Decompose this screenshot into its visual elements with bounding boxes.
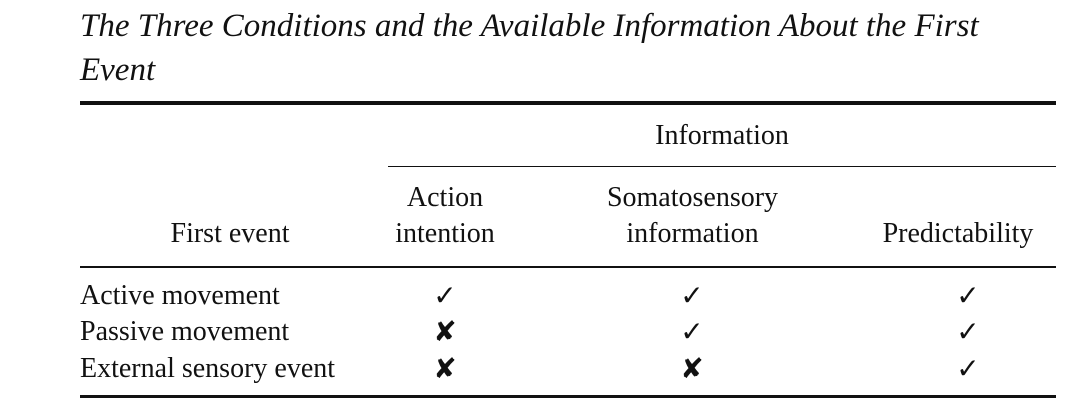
column-header-action-line-2: intention — [395, 218, 495, 249]
top-rule — [80, 101, 1056, 105]
check-icon: ✓ — [680, 315, 704, 348]
group-rule — [388, 166, 1056, 167]
check-icon: ✓ — [956, 315, 980, 348]
cross-icon: ✘ — [433, 315, 457, 348]
column-header-first-event: First event — [170, 218, 290, 249]
check-icon: ✓ — [433, 279, 457, 312]
mid-rule — [80, 266, 1056, 268]
check-icon: ✓ — [956, 279, 980, 312]
row-label-external-sensory-event: External sensory event — [80, 353, 336, 384]
column-header-predictability: Predictability — [882, 218, 1034, 249]
bottom-rule — [80, 395, 1056, 398]
check-icon: ✓ — [956, 352, 980, 385]
cross-icon: ✘ — [433, 352, 457, 385]
column-header-soma-line-2: information — [626, 218, 759, 249]
row-label-passive-movement: Passive movement — [80, 316, 290, 347]
caption-line-2: Event — [80, 52, 156, 88]
row-label-active-movement: Active movement — [80, 280, 280, 311]
information-group-header: Information — [655, 120, 789, 151]
table-row: External sensory event ✘ ✘ ✓ — [0, 351, 1090, 387]
cross-icon: ✘ — [680, 352, 704, 385]
table-caption: The Three Conditions and the Available I… — [80, 4, 1070, 92]
check-icon: ✓ — [680, 279, 704, 312]
caption-line-1: The Three Conditions and the Available I… — [80, 8, 979, 44]
table-row: Passive movement ✘ ✓ ✓ — [0, 314, 1090, 350]
column-header-somatosensory-information: Somatosensory information — [575, 180, 810, 252]
table-row: Active movement ✓ ✓ ✓ — [0, 278, 1090, 314]
column-header-soma-line-1: Somatosensory — [606, 182, 779, 213]
column-header-action-intention: Action intention — [385, 180, 505, 252]
column-header-action-line-1: Action — [406, 182, 484, 213]
